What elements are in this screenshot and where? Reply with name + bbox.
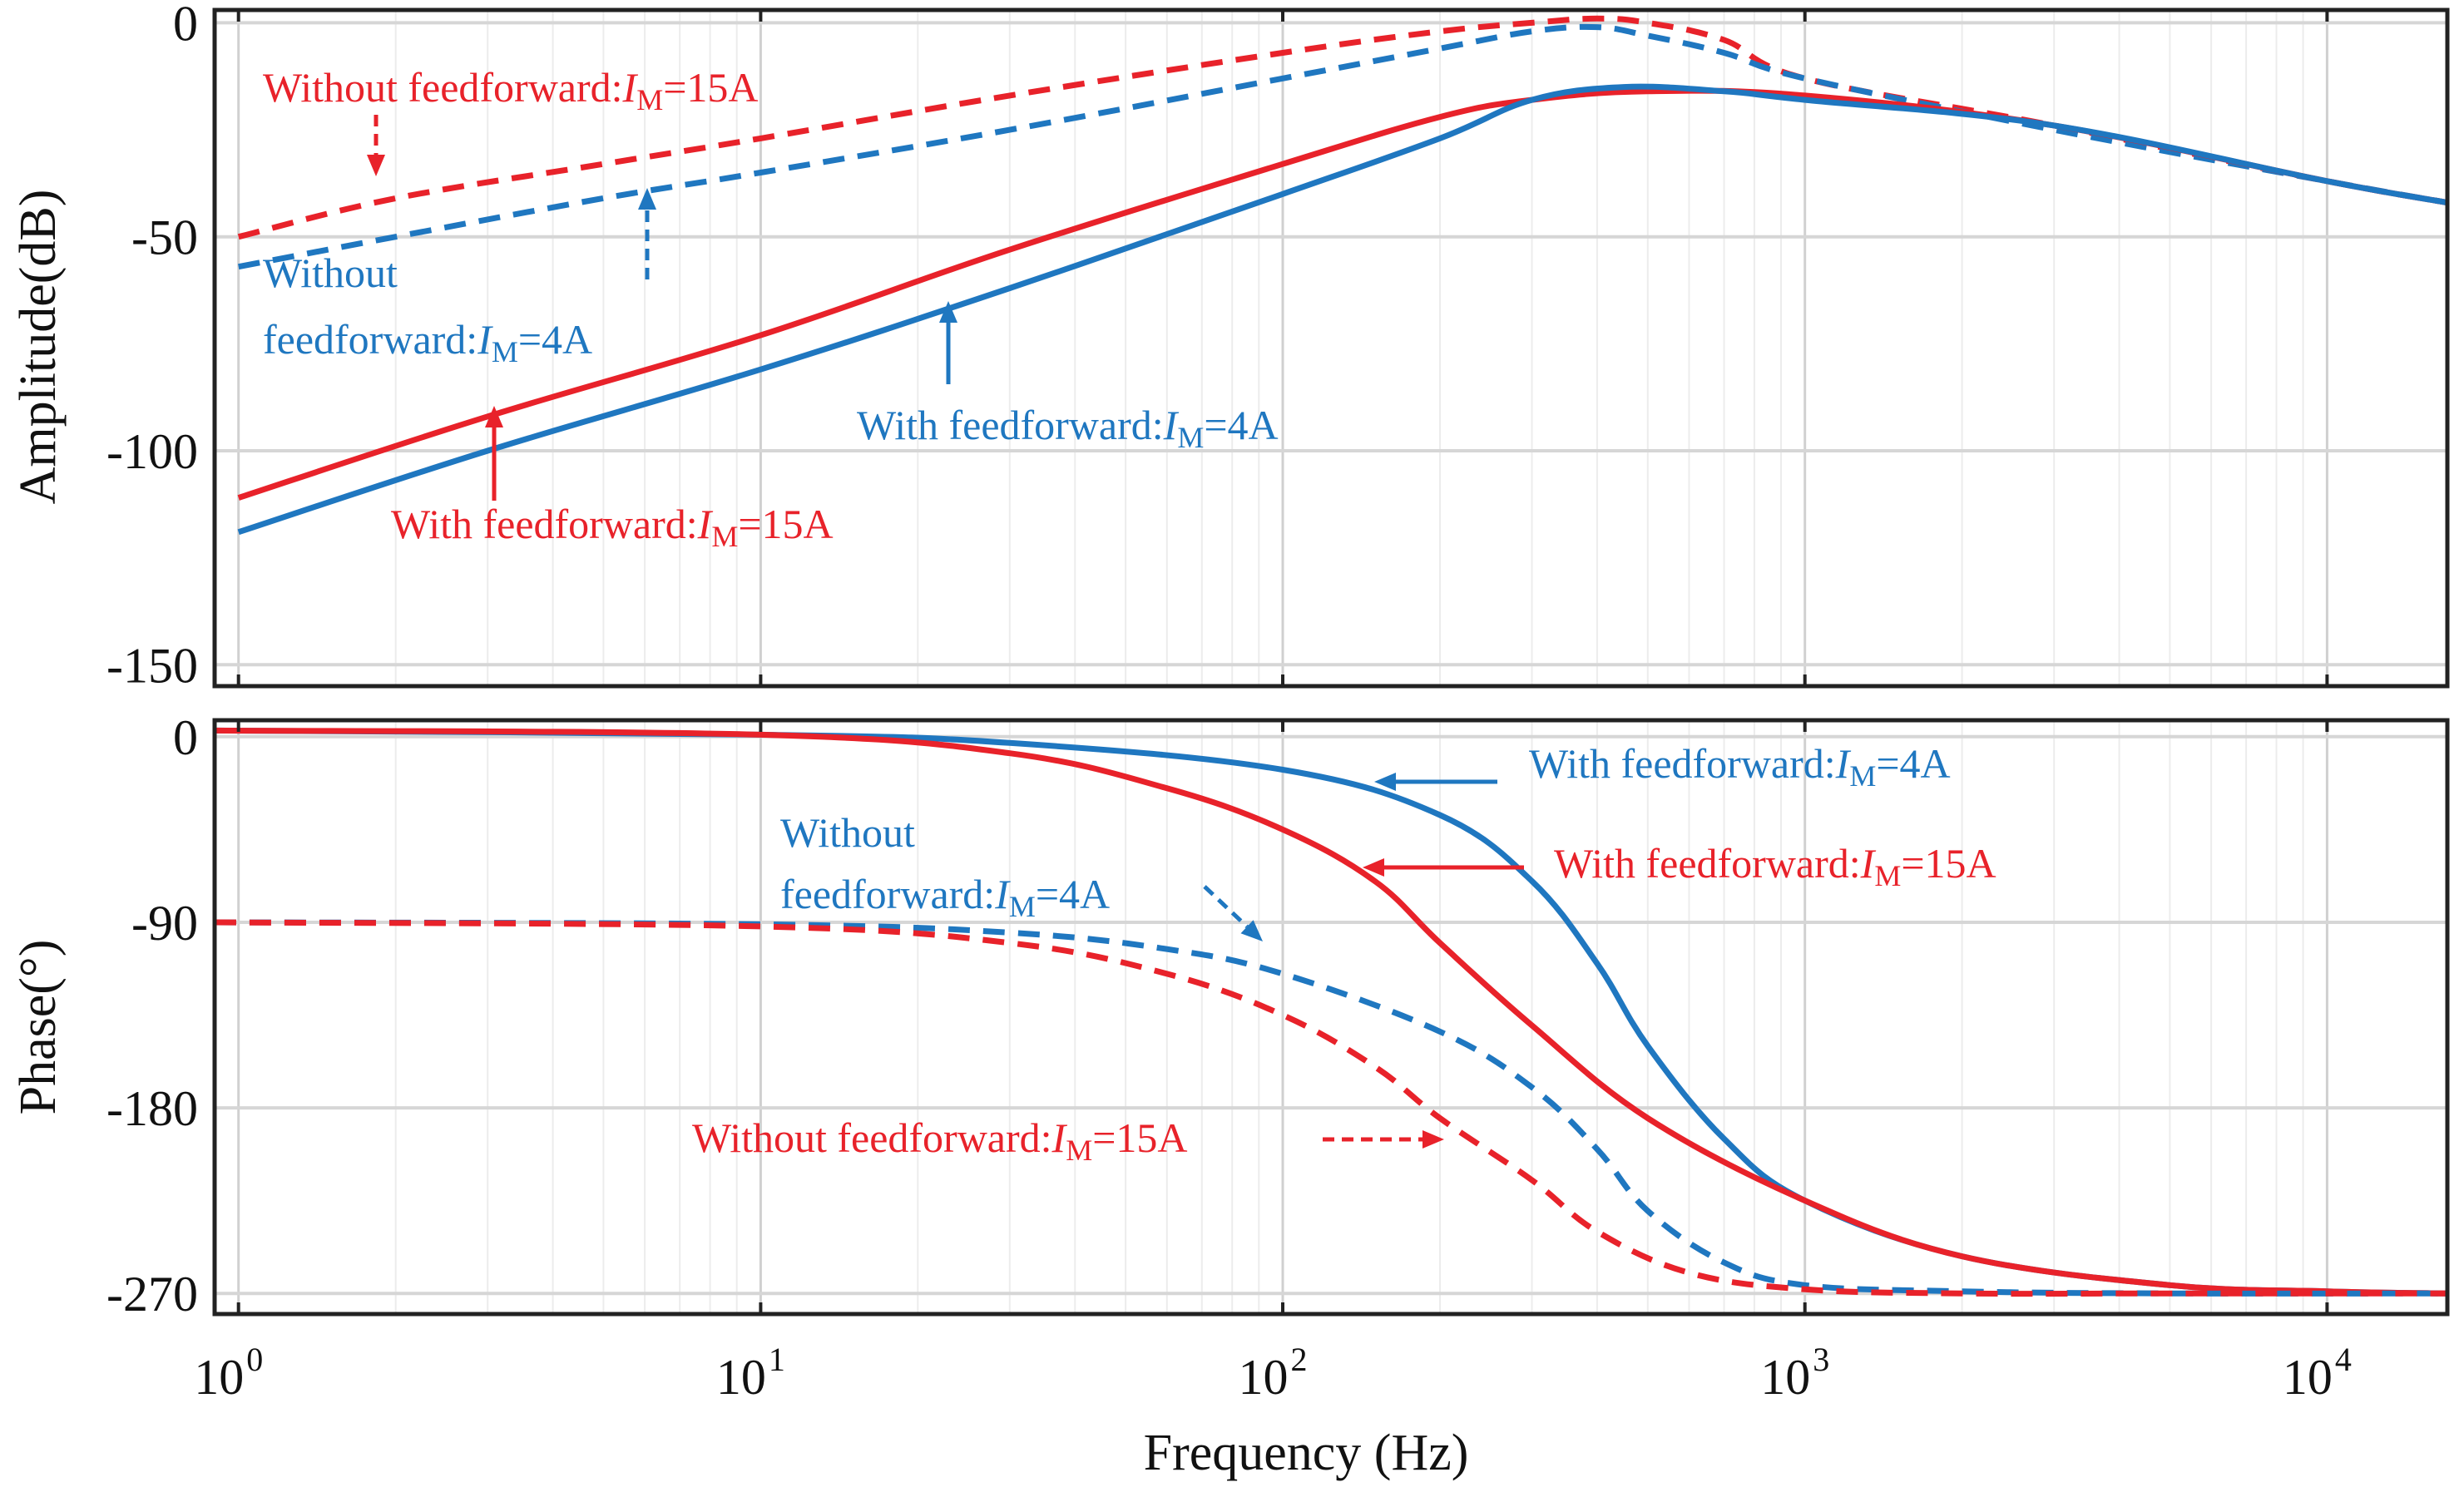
arrow-with-ff-4a-phase xyxy=(1374,773,1497,791)
arrow-without-ff-4a-amplitude xyxy=(638,188,656,279)
phase-with-feedforward-15a-line xyxy=(214,727,2448,1297)
arrow-with-ff-15a-phase xyxy=(1363,858,1524,877)
xtick-label: 101 xyxy=(716,1341,785,1405)
phase-ytick-label: -180 xyxy=(106,1081,198,1136)
phase-ytick-label: -90 xyxy=(131,896,198,951)
xtick-label: 103 xyxy=(1760,1341,1829,1405)
amplitude-with-feedforward-4a-line xyxy=(237,83,2448,536)
amplitude-ytick-label: -100 xyxy=(106,424,198,479)
panel-frames xyxy=(212,7,2450,1317)
arrow-without-ff-15a-phase xyxy=(1323,1130,1444,1149)
amplitude-label-without-ff-4a-line1: Without xyxy=(263,250,398,296)
phase-with-feedforward-4a-line xyxy=(214,727,2448,1297)
phase-ytick-label: -270 xyxy=(106,1267,198,1322)
arrow-without-ff-15a-amplitude xyxy=(367,115,385,176)
phase-label-with-ff-15a: With feedforward:IM=15A xyxy=(1554,840,1996,892)
arrow-with-ff-4a-amplitude xyxy=(939,301,957,384)
amplitude-label-with-ff-4a: With feedforward:IM=4A xyxy=(857,402,1279,454)
amplitude-frame xyxy=(212,7,2450,689)
amplitude-ytick-label: -150 xyxy=(106,638,198,693)
phase-label-without-ff-4a-line1: Without xyxy=(780,809,915,856)
phase-label-with-ff-4a: With feedforward:IM=4A xyxy=(1529,740,1951,793)
amplitude-grid xyxy=(215,10,2447,686)
phase-frame xyxy=(212,718,2450,1317)
phase-label-without-ff-4a-line2: feedforward:IM=4A xyxy=(780,871,1110,923)
amplitude-curves xyxy=(237,15,2448,536)
arrow-with-ff-15a-amplitude xyxy=(485,406,503,501)
phase-curves xyxy=(214,727,2448,1297)
amplitude-without-feedforward-4a-line xyxy=(238,23,2448,270)
xtick-label: 100 xyxy=(194,1341,263,1405)
amplitude-ytick-label: -50 xyxy=(131,210,198,265)
amplitude-label-without-ff-4a-line2: feedforward:IM=4A xyxy=(263,316,592,368)
x-axis-title: Frequency (Hz) xyxy=(1144,1425,1469,1481)
amplitude-y-axis-title: Amplitude(dB) xyxy=(10,190,67,505)
amplitude-ytick-label: 0 xyxy=(173,0,198,51)
amplitude-with-feedforward-15a-line xyxy=(237,87,2448,501)
arrow-without-ff-4a-phase xyxy=(1203,885,1263,941)
amplitude-label-without-ff-15a: Without feedforward:IM=15A xyxy=(263,64,759,116)
phase-grid xyxy=(215,720,2447,1314)
annotation-arrows xyxy=(367,115,1524,1149)
phase-without-feedforward-4a-line xyxy=(214,919,2448,1297)
xtick-label: 104 xyxy=(2283,1341,2352,1405)
tick-labels: 0 -50 -100 -150 0 -90 -180 -270 100 101 102 103 104 xyxy=(106,0,2352,1405)
amplitude-label-with-ff-15a: With feedforward:IM=15A xyxy=(391,501,834,553)
phase-label-without-ff-15a: Without feedforward:IM=15A xyxy=(692,1114,1188,1167)
amplitude-without-feedforward-15a-line xyxy=(237,15,2448,240)
phase-y-axis-title: Phase(°) xyxy=(10,940,67,1115)
phase-ytick-label: 0 xyxy=(173,710,198,765)
phase-without-feedforward-15a-line xyxy=(214,919,2447,1297)
xtick-label: 102 xyxy=(1239,1341,1308,1405)
annotations: Without feedforward:IM=15A Without feedfor… xyxy=(263,64,1996,1167)
